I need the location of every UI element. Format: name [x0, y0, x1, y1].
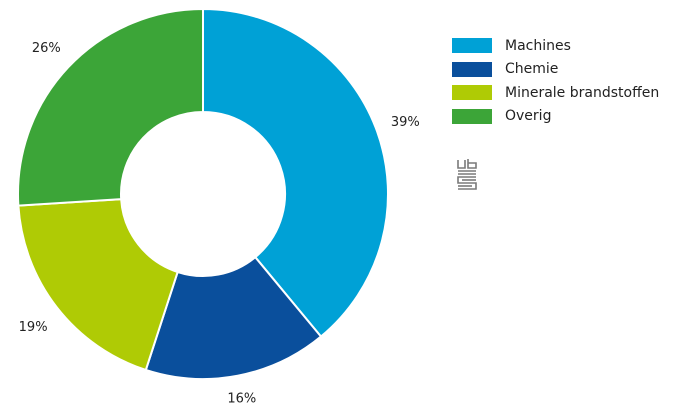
slice-minerale-brandstoffen — [17, 198, 179, 372]
value-label-overig: 26% — [32, 41, 61, 56]
legend-label-overig: Overig — [505, 108, 552, 125]
slice-overig — [17, 7, 204, 207]
slice-chemie — [144, 255, 323, 380]
legend-label-machines: Machines — [505, 37, 571, 54]
legend-item-overig: Overig — [452, 105, 659, 129]
cbs-logo-icon — [457, 159, 477, 190]
value-label-chemie: 16% — [227, 391, 256, 403]
legend-label-minerale-brandstoffen: Minerale brandstoffen — [505, 84, 660, 101]
legend-swatch-overig — [452, 108, 492, 124]
legend-item-machines: Machines — [452, 34, 659, 58]
value-label-machines: 39% — [391, 115, 420, 130]
legend-item-chemie: Chemie — [452, 58, 659, 82]
slice-machines — [202, 7, 389, 338]
value-label-minerale-brandstoffen: 19% — [19, 320, 48, 335]
legend-swatch-minerale-brandstoffen — [452, 85, 492, 101]
legend: Machines Chemie Minerale brandstoffen Ov… — [452, 34, 659, 128]
legend-label-chemie: Chemie — [505, 61, 559, 78]
legend-swatch-machines — [452, 38, 492, 54]
legend-swatch-chemie — [452, 61, 492, 77]
legend-item-minerale-brandstoffen: Minerale brandstoffen — [452, 81, 659, 105]
